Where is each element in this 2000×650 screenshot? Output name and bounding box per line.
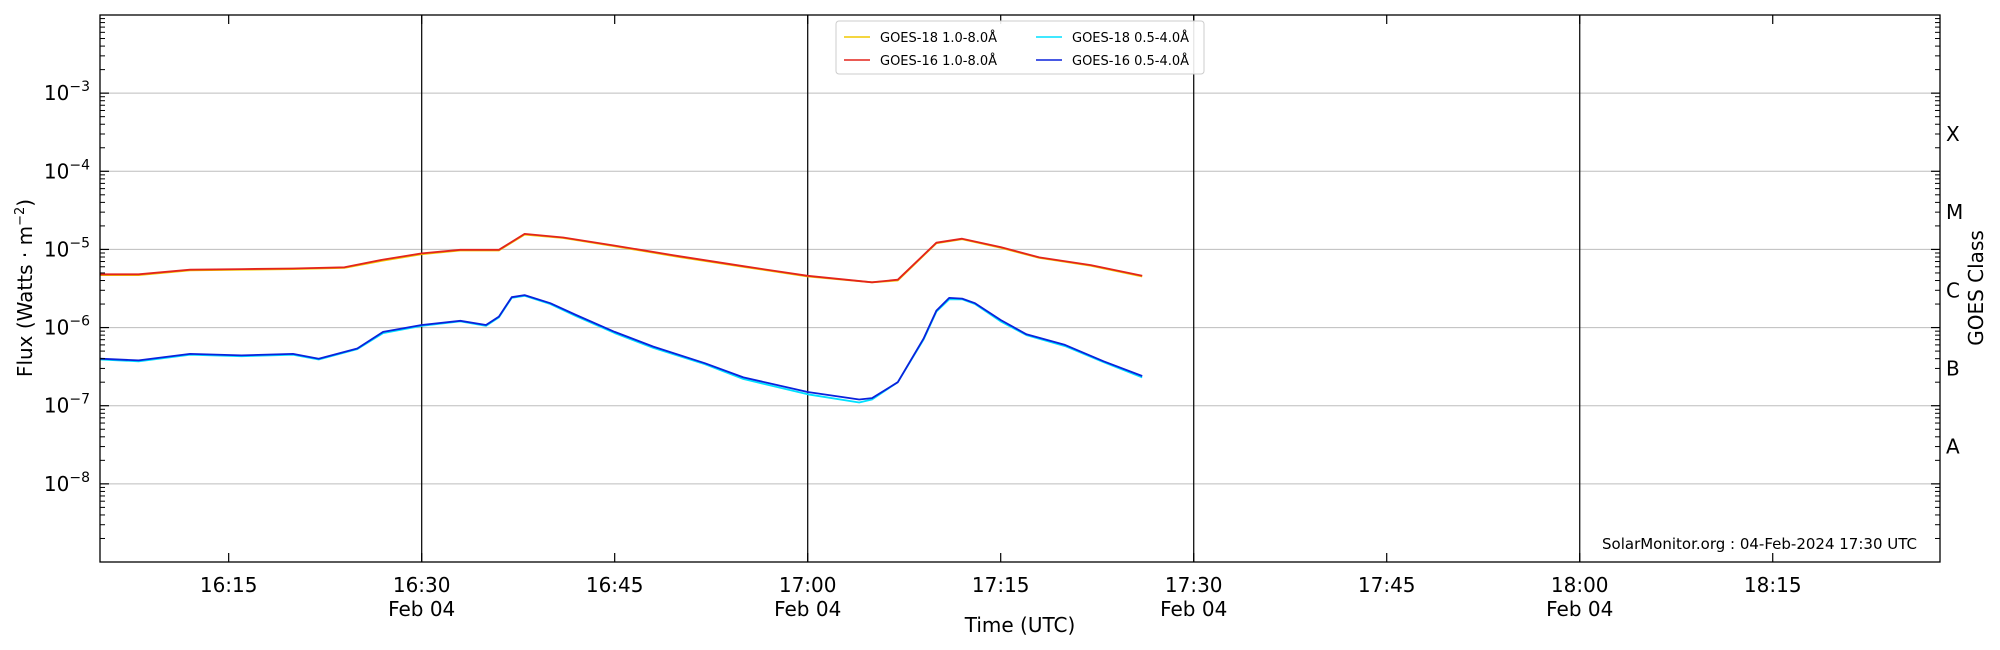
y-tick-label-5: 10−8 [44,470,90,496]
series-goes16-short [99,294,1143,401]
goes-class-labels: X M C B A [1946,122,1963,459]
goes-class-c: C [1946,278,1960,302]
y-axis-title: Flux (Watts · m−2) [13,199,37,377]
x-tick-label-2: 16:45 [586,573,644,597]
x-tick-label-0: 16:15 [200,573,258,597]
series-lines [99,232,1143,404]
goes-class-x: X [1946,122,1960,146]
y-tick-label-2: 10−5 [44,235,90,261]
goes-class-m: M [1946,200,1963,224]
legend-box [835,20,1205,75]
credit-text: SolarMonitor.org : 04-Feb-2024 17:30 UTC [1602,535,1917,553]
y-tick-base: 10 [44,81,69,105]
x-tick-label-3: 17:00 [779,573,837,597]
x-tick-date-7: Feb 04 [1546,597,1613,621]
y-axis-title-exponent: −2 [13,207,28,226]
legend-label-goes18-long: GOES-18 1.0-8.0Å [880,30,997,46]
x-tick-date-3: Feb 04 [774,597,841,621]
y-axis-title-close: ) [13,199,37,207]
x-tick-label-4: 17:15 [972,573,1030,597]
y-tick-label-3: 10−6 [44,314,90,340]
y-tick-label-1: 10−4 [44,157,90,183]
x-tick-date-5: Feb 04 [1160,597,1227,621]
y-tick-base: 10 [44,316,69,340]
x-tick-label-7: 18:00 [1551,573,1609,597]
time-markers [421,15,1581,562]
y-tick-base: 10 [44,472,69,496]
x-tick-label-1: 16:30 [393,573,451,597]
legend-label-goes18-short: GOES-18 0.5-4.0Å [1072,30,1189,46]
series-goes16-long [100,232,1143,284]
y-tick-base: 10 [44,394,69,418]
x-tick-label-8: 18:15 [1744,573,1802,597]
y-tick-exponent: −3 [69,79,90,95]
y-axis-ticks: 10−310−410−510−610−710−8 [44,18,1940,539]
legend-label-goes16-long: GOES-16 1.0-8.0Å [880,53,997,69]
goes-class-b: B [1946,356,1960,380]
goes-class-a: A [1946,435,1960,459]
x-axis-title: Time (UTC) [964,613,1076,637]
y-tick-base: 10 [44,159,69,183]
y-axis-title-main: Flux (Watts · m [13,226,37,377]
legend: GOES-18 1.0-8.0Å GOES-18 0.5-4.0Å GOES-1… [835,20,1205,75]
y-tick-label-0: 10−3 [44,79,90,105]
plot-frame [99,14,1941,563]
x-tick-label-6: 17:45 [1358,573,1416,597]
y-tick-exponent: −8 [69,470,90,486]
y-tick-exponent: −5 [69,235,90,251]
x-tick-date-1: Feb 04 [388,597,455,621]
y-tick-exponent: −7 [69,392,90,408]
right-axis-title: GOES Class [1964,230,1988,346]
y-tick-label-4: 10−7 [44,392,90,418]
legend-label-goes16-short: GOES-16 0.5-4.0Å [1072,53,1189,69]
y-tick-exponent: −4 [69,157,90,173]
y-tick-base: 10 [44,237,69,261]
y-tick-exponent: −6 [69,314,90,330]
x-tick-label-5: 17:30 [1165,573,1223,597]
